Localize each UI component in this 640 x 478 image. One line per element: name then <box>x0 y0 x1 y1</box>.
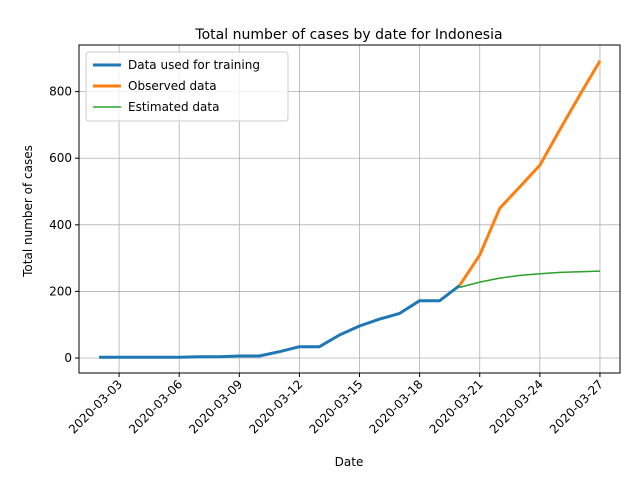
y-tick-label: 400 <box>49 218 72 232</box>
series-line-1 <box>99 284 461 359</box>
y-tick-label: 800 <box>49 85 72 99</box>
x-tick-label: 2020-03-21 <box>427 377 486 436</box>
series-line-2 <box>458 59 602 287</box>
x-tick-label: 2020-03-06 <box>126 377 185 436</box>
legend-label-3: Estimated data <box>128 100 219 114</box>
y-tick-label: 200 <box>49 284 72 298</box>
x-tick-label: 2020-03-09 <box>186 377 245 436</box>
y-axis-label: Total number of cases <box>21 145 35 278</box>
x-tick-label: 2020-03-24 <box>487 377 546 436</box>
series-line-3 <box>459 270 601 289</box>
x-axis-label: Date <box>335 455 364 469</box>
y-tick-label: 0 <box>64 351 72 365</box>
x-tick-label: 2020-03-03 <box>66 377 125 436</box>
y-axis-ticks: 0 200 400 600 800 <box>49 85 79 365</box>
x-tick-label: 2020-03-18 <box>367 377 426 436</box>
series-layer <box>99 59 602 359</box>
grid <box>79 45 620 373</box>
legend-label-2: Observed data <box>128 79 217 93</box>
y-tick-label: 600 <box>49 151 72 165</box>
x-tick-label: 2020-03-15 <box>306 377 365 436</box>
x-tick-label: 2020-03-12 <box>246 377 305 436</box>
x-tick-label: 2020-03-27 <box>547 377 606 436</box>
legend: Data used for training Observed data Estim… <box>85 51 289 122</box>
chart-title: Total number of cases by date for Indone… <box>194 27 502 43</box>
legend-label-1: Data used for training <box>128 58 260 72</box>
x-axis-ticks: 2020-03-03 2020-03-06 2020-03-09 2020-03-12… <box>66 373 606 436</box>
plot-frame <box>78 44 621 374</box>
legend-box <box>85 51 289 122</box>
